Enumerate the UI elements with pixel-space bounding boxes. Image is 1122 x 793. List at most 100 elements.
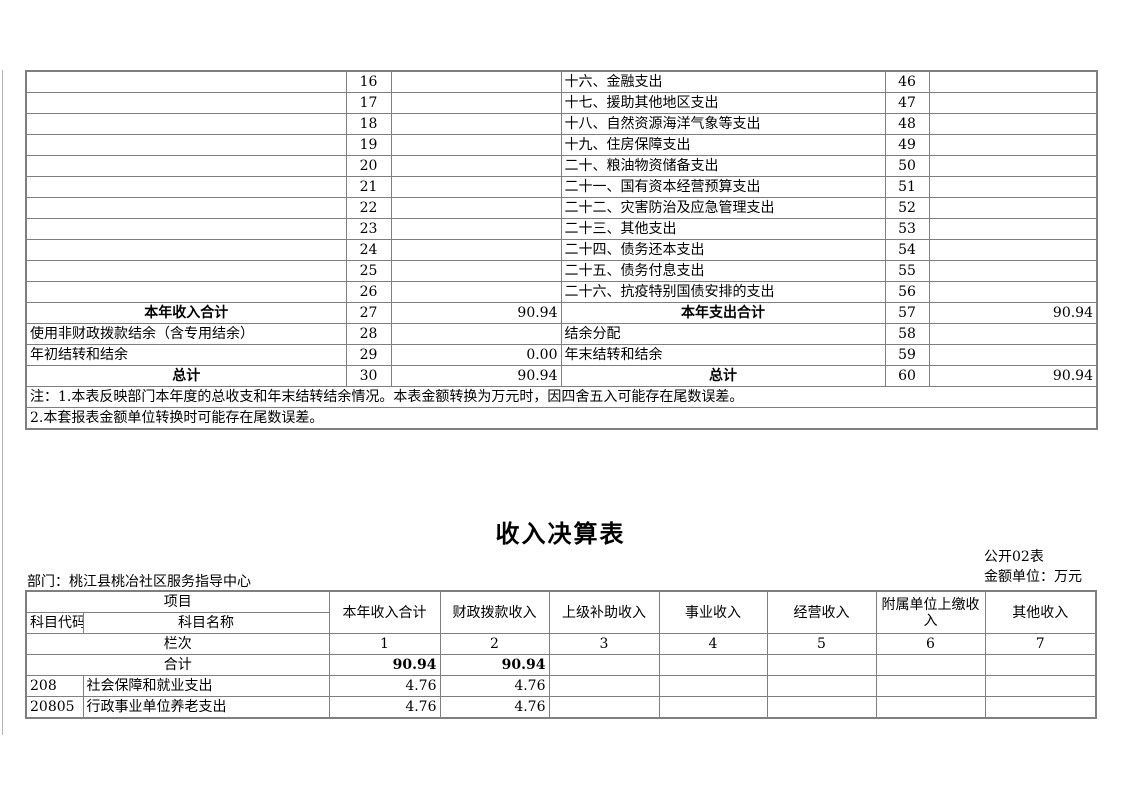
t2-value	[766, 654, 877, 676]
t1-right-rownum: 48	[884, 113, 930, 135]
table-row: 年初结转和结余 29 0.00 年末结转和结余 59	[25, 344, 1098, 366]
t1-left-rownum: 19	[345, 134, 392, 156]
t1-left-rownum: 23	[345, 218, 392, 240]
t1-left-value	[390, 260, 562, 282]
department-label: 部门：桃江县桃冶社区服务指导中心	[27, 574, 251, 590]
t1-right-label: 结余分配	[560, 323, 886, 345]
table-note-row: 2.本套报表金额单位转换时可能存在尾数误差。	[25, 407, 1098, 430]
t1-right-value	[928, 281, 1098, 303]
t1-right-value	[928, 218, 1098, 240]
t1-left-value	[390, 218, 562, 240]
t1-right-rownum: 46	[884, 70, 930, 93]
t1-right-label: 二十二、灾害防治及应急管理支出	[560, 197, 886, 219]
t1-right-label: 二十、粮油物资储备支出	[560, 155, 886, 177]
t1-left-value: 90.94	[390, 302, 562, 324]
table-row: 23 二十三、其他支出 53	[25, 218, 1098, 240]
t1-right-label: 本年支出合计	[560, 302, 886, 324]
t1-right-label: 年末结转和结余	[560, 344, 886, 366]
t1-right-label: 十六、金融支出	[560, 70, 886, 93]
t2-header-col: 附属单位上缴收入	[875, 590, 986, 634]
t1-left-label: 本年收入合计	[25, 302, 347, 324]
t1-left-value	[390, 155, 562, 177]
table-row: 21 二十一、国有资本经营预算支出 51	[25, 176, 1098, 198]
t2-value	[875, 696, 986, 719]
t1-right-rownum: 47	[884, 92, 930, 114]
table-row: 20 二十、粮油物资储备支出 50	[25, 155, 1098, 177]
t1-right-label: 十七、援助其他地区支出	[560, 92, 886, 114]
t1-left-label	[25, 197, 347, 219]
table-row-grand-total: 总计 30 90.94 总计 60 90.94	[25, 365, 1098, 387]
t1-right-rownum: 51	[884, 176, 930, 198]
t1-right-rownum: 50	[884, 155, 930, 177]
t1-left-label: 使用非财政拨款结余（含专用结余）	[25, 323, 347, 345]
unit-label: 金额单位：万元	[984, 569, 1082, 585]
t2-lanci-label: 栏次	[25, 633, 330, 655]
t2-header-code: 科目代码	[25, 612, 84, 634]
t1-right-value	[928, 197, 1098, 219]
t1-right-value	[928, 239, 1098, 261]
table-row-total-income: 本年收入合计 27 90.94 本年支出合计 57 90.94	[25, 302, 1098, 324]
t2-col-num: 3	[548, 633, 660, 655]
t2-value	[548, 696, 660, 719]
t1-right-label: 十九、住房保障支出	[560, 134, 886, 156]
t2-value	[548, 654, 660, 676]
t2-value	[658, 696, 768, 719]
t1-left-label	[25, 239, 347, 261]
table-row: 20805 行政事业单位养老支出 4.76 4.76	[25, 696, 1097, 719]
t1-right-rownum: 52	[884, 197, 930, 219]
t2-header-col: 经营收入	[766, 590, 877, 634]
table-row: 17 十七、援助其他地区支出 47	[25, 92, 1098, 114]
t2-col-num: 7	[984, 633, 1097, 655]
t1-left-rownum: 28	[345, 323, 392, 345]
t2-col-num: 6	[875, 633, 986, 655]
t1-left-label	[25, 134, 347, 156]
t1-left-rownum: 24	[345, 239, 392, 261]
t2-header-col: 上级补助收入	[548, 590, 660, 634]
t1-left-value	[390, 70, 562, 93]
t1-right-value	[928, 344, 1098, 366]
t1-right-value: 90.94	[928, 365, 1098, 387]
t2-header-col: 其他收入	[984, 590, 1097, 634]
t1-right-value	[928, 70, 1098, 93]
t1-left-value: 0.00	[390, 344, 562, 366]
t1-right-label: 二十三、其他支出	[560, 218, 886, 240]
t2-value	[766, 696, 877, 719]
t1-right-label: 二十一、国有资本经营预算支出	[560, 176, 886, 198]
t1-right-rownum: 53	[884, 218, 930, 240]
t1-left-rownum: 21	[345, 176, 392, 198]
t1-left-label	[25, 218, 347, 240]
t1-left-value: 90.94	[390, 365, 562, 387]
t2-header-project: 项目	[25, 590, 330, 613]
t2-value	[658, 654, 768, 676]
t1-left-label	[25, 176, 347, 198]
t1-right-label: 十八、自然资源海洋气象等支出	[560, 113, 886, 135]
t1-left-rownum: 27	[345, 302, 392, 324]
column-index-row: 栏次 1 2 3 4 5 6 7	[25, 633, 1097, 655]
t2-value	[984, 654, 1097, 676]
t1-left-label	[25, 92, 347, 114]
t2-value: 4.76	[439, 696, 550, 719]
t1-left-rownum: 26	[345, 281, 392, 303]
t1-left-rownum: 16	[345, 70, 392, 93]
table-row: 24 二十四、债务还本支出 54	[25, 239, 1098, 261]
t2-col-num: 1	[328, 633, 441, 655]
t2-value: 90.94	[328, 654, 441, 676]
t1-left-value	[390, 134, 562, 156]
t1-right-value	[928, 176, 1098, 198]
t2-header-col: 财政拨款收入	[439, 590, 550, 634]
t1-right-label: 总计	[560, 365, 886, 387]
t2-value	[984, 675, 1097, 697]
t1-left-label	[25, 70, 347, 93]
t1-right-value	[928, 260, 1098, 282]
t2-value: 90.94	[439, 654, 550, 676]
t1-left-label: 年初结转和结余	[25, 344, 347, 366]
t1-left-label: 总计	[25, 365, 347, 387]
t2-header-col: 事业收入	[658, 590, 768, 634]
table-row: 22 二十二、灾害防治及应急管理支出 52	[25, 197, 1098, 219]
t2-header-name: 科目名称	[82, 612, 330, 634]
table-note-row: 注：1.本表反映部门本年度的总收支和年末结转结余情况。本表金额转换为万元时，因四…	[25, 386, 1098, 408]
page-title: 收入决算表	[495, 519, 626, 548]
t1-left-label	[25, 260, 347, 282]
t2-value	[766, 675, 877, 697]
t1-right-value	[928, 92, 1098, 114]
